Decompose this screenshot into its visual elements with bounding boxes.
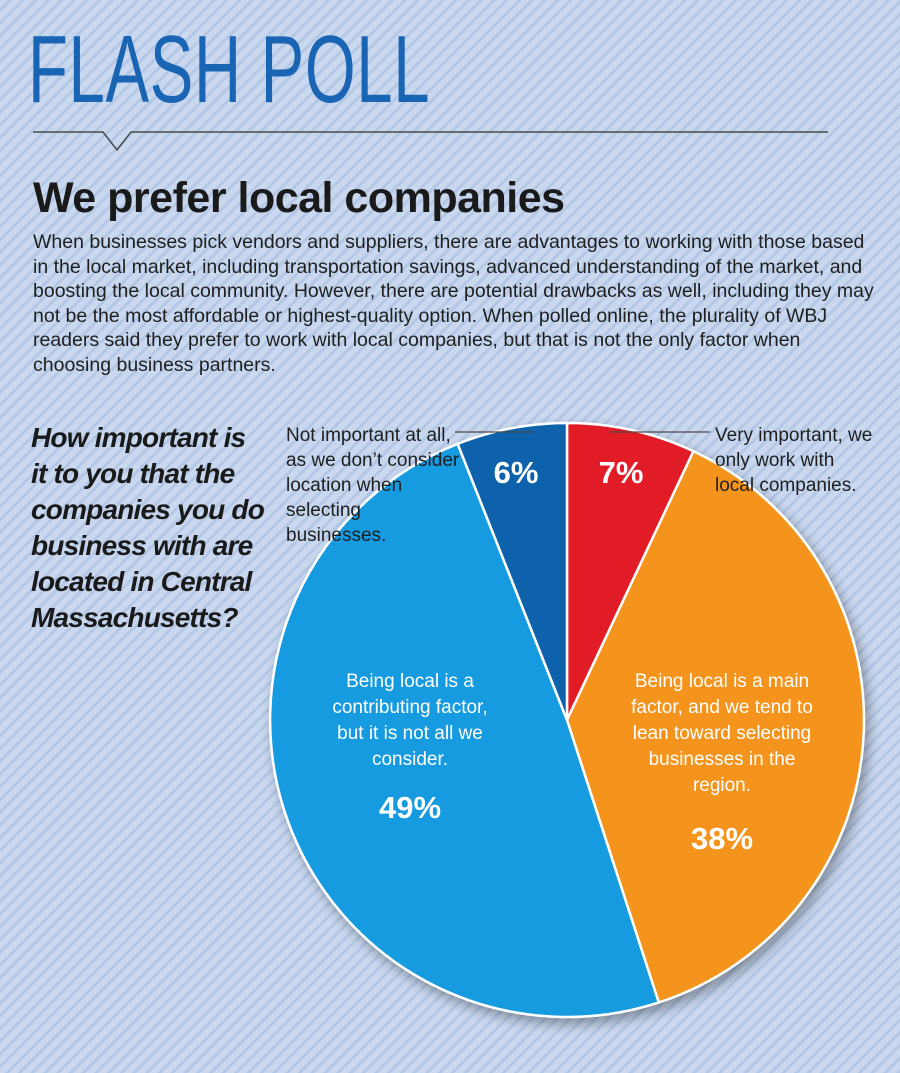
- pie-slice-contributing: [268, 442, 661, 1019]
- slice-label-contributing: Being local is a contributing factor, bu…: [332, 671, 488, 770]
- pct-label-very-important: 7%: [598, 455, 644, 490]
- poll-question: How important is it to you that the comp…: [31, 422, 265, 633]
- pie-slice-not-important: [456, 421, 569, 722]
- callout-not-important: Not important at all, as we don’t consid…: [286, 425, 460, 546]
- kicker-rule: [33, 131, 828, 152]
- intro-paragraph: When businesses pick vendors and supplie…: [33, 231, 874, 376]
- pie-slice-main-factor: [565, 450, 866, 1004]
- pct-label-main-factor: 38%: [690, 821, 754, 856]
- pct-label-not-important: 6%: [493, 455, 539, 490]
- pie-slice-very-important: [565, 421, 695, 722]
- pct-label-contributing: 49%: [378, 790, 442, 825]
- headline: We prefer local companies: [33, 174, 565, 222]
- callout-very-important: Very important, we only work with local …: [715, 425, 873, 496]
- flash-poll-kicker: FLASH POLL: [28, 16, 431, 123]
- slice-label-main-factor: Being local is a main factor, and we ten…: [631, 671, 813, 796]
